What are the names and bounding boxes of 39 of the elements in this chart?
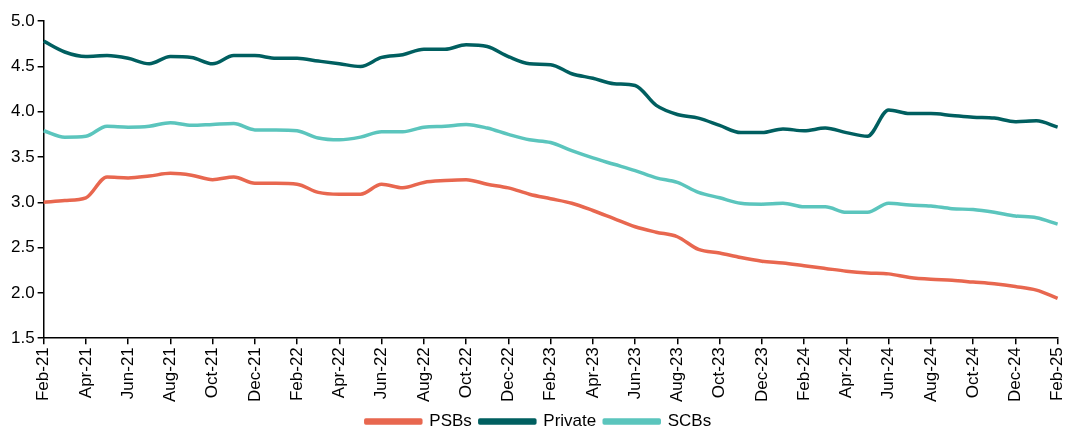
y-tick-label: 4.5: [10, 56, 35, 76]
x-tick-label: Oct-22: [455, 347, 475, 399]
legend-label: PSBs: [429, 411, 472, 431]
x-tick-label: Dec-22: [498, 347, 518, 402]
y-tick-label: 3.0: [10, 192, 35, 212]
x-tick-label: Dec-24: [1005, 347, 1025, 402]
x-tick-label: Aug-22: [413, 347, 433, 403]
x-tick-label: Feb-21: [33, 347, 53, 402]
x-tick-label: Apr-22: [329, 347, 349, 399]
legend-label: Private: [543, 411, 597, 431]
x-tick-label: Oct-21: [202, 347, 222, 399]
x-tick-label: Apr-23: [582, 347, 602, 399]
x-tick-label: Apr-24: [836, 347, 856, 399]
x-tick-label: Jun-23: [624, 347, 644, 400]
x-tick-label: Aug-21: [160, 347, 180, 403]
x-tick-label: Apr-21: [75, 347, 95, 399]
x-tick-label: Jun-24: [878, 347, 898, 400]
line-series: [41, 120, 1060, 226]
x-tick-label: Jun-22: [371, 347, 391, 400]
x-tick-label: Feb-24: [793, 347, 813, 402]
x-tick-label: Feb-25: [1047, 347, 1067, 402]
x-tick-label: Oct-24: [962, 347, 982, 399]
x-tick-label: Dec-23: [751, 347, 771, 402]
x-tick-label: Aug-23: [667, 347, 687, 403]
y-tick-label: 4.0: [10, 101, 35, 121]
y-tick-label: 2.0: [10, 282, 35, 302]
x-tick-label: Jun-21: [117, 347, 137, 400]
y-tick-label: 2.5: [10, 237, 35, 257]
y-tick-label: 3.5: [10, 146, 35, 166]
x-tick-label: Feb-23: [540, 347, 560, 402]
legend-label: SCBs: [667, 411, 712, 431]
line-series: [41, 171, 1060, 301]
x-tick-label: Oct-23: [709, 347, 729, 399]
y-tick-label: 1.5: [10, 327, 35, 347]
x-tick-label: Feb-22: [286, 347, 306, 402]
line-series: [41, 39, 1060, 138]
y-tick-label: 5.0: [10, 10, 35, 30]
x-tick-label: Aug-24: [920, 347, 940, 403]
x-tick-label: Dec-21: [244, 347, 264, 402]
